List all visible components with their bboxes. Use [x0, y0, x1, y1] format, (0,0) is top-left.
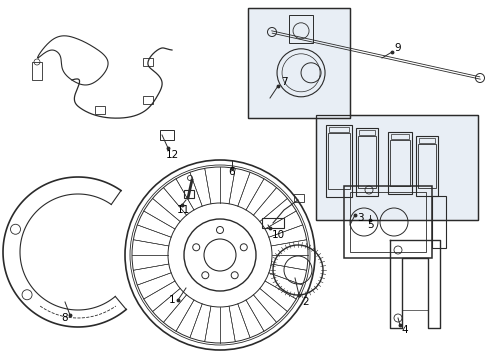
- Bar: [432, 196, 446, 248]
- Text: 6: 6: [229, 167, 235, 177]
- Bar: [329, 127, 349, 132]
- Bar: [419, 138, 435, 143]
- Bar: [32, 62, 42, 80]
- Text: 9: 9: [394, 43, 401, 53]
- Bar: [388, 132, 412, 194]
- Text: 7: 7: [281, 77, 287, 87]
- Bar: [416, 136, 438, 196]
- Bar: [390, 140, 410, 186]
- Bar: [356, 128, 378, 196]
- Bar: [294, 194, 304, 202]
- Bar: [248, 8, 350, 118]
- Text: 10: 10: [271, 230, 285, 240]
- Bar: [316, 115, 478, 220]
- Bar: [391, 134, 409, 139]
- Bar: [359, 130, 375, 135]
- Bar: [289, 15, 313, 43]
- Text: 11: 11: [176, 205, 190, 215]
- Bar: [160, 130, 174, 140]
- Bar: [350, 192, 426, 252]
- Bar: [184, 190, 194, 198]
- Bar: [262, 218, 284, 228]
- Text: 4: 4: [402, 325, 408, 335]
- Bar: [143, 96, 153, 104]
- Text: 3: 3: [357, 213, 363, 223]
- Bar: [143, 58, 153, 66]
- Bar: [358, 136, 376, 188]
- Text: 12: 12: [166, 150, 179, 160]
- Bar: [328, 133, 350, 189]
- Bar: [95, 106, 105, 114]
- Bar: [316, 115, 478, 220]
- Bar: [326, 125, 352, 197]
- Text: 8: 8: [62, 313, 68, 323]
- Text: 2: 2: [303, 297, 309, 307]
- Bar: [418, 144, 436, 188]
- Bar: [248, 8, 350, 118]
- Text: 1: 1: [169, 295, 175, 305]
- Text: 5: 5: [367, 220, 373, 230]
- Bar: [344, 186, 432, 258]
